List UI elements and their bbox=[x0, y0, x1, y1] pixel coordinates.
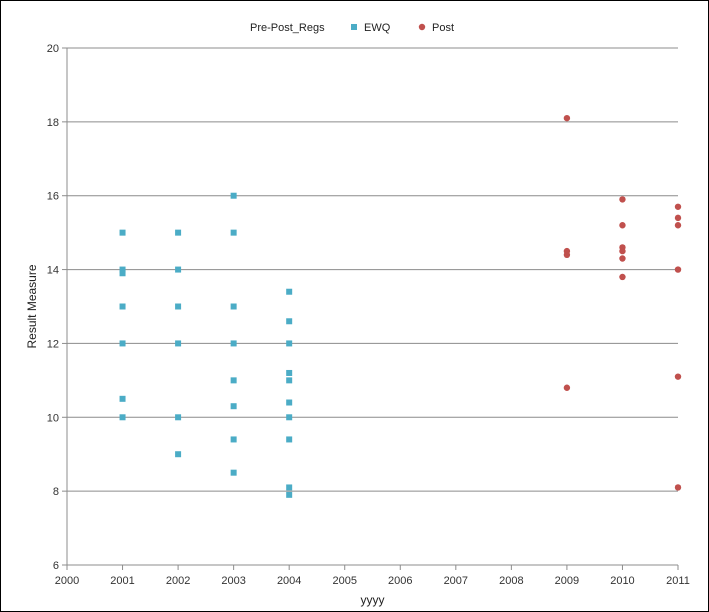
point-ewq bbox=[230, 229, 237, 236]
x-tick-label: 2001 bbox=[110, 575, 134, 587]
point-ewq bbox=[175, 303, 182, 310]
point-ewq bbox=[119, 266, 126, 273]
axes bbox=[62, 47, 679, 570]
point-post bbox=[619, 222, 626, 229]
point-ewq bbox=[230, 192, 237, 199]
point-ewq bbox=[175, 229, 182, 236]
point-post bbox=[674, 222, 682, 229]
point-ewq bbox=[286, 377, 293, 384]
point-ewq bbox=[119, 229, 126, 236]
point-ewq bbox=[286, 399, 293, 406]
x-tick-label: 2011 bbox=[666, 575, 690, 587]
point-ewq bbox=[230, 403, 237, 410]
point-post bbox=[619, 273, 626, 281]
legend-label-post: Post bbox=[432, 22, 454, 34]
point-ewq bbox=[286, 491, 293, 498]
y-axis-title: Result Measure bbox=[25, 264, 39, 348]
x-tick-labels: 2000 2001 2002 2003 2004 2005 2006 2007 2008 2009… bbox=[55, 575, 690, 587]
y-tick-label: 16 bbox=[47, 191, 59, 203]
point-ewq bbox=[119, 395, 126, 402]
point-ewq bbox=[119, 270, 126, 277]
point-post bbox=[674, 484, 682, 491]
grid-lines bbox=[67, 47, 678, 492]
x-tick-label: 2007 bbox=[444, 575, 468, 587]
point-post bbox=[619, 255, 626, 262]
point-post bbox=[674, 214, 682, 222]
legend-title: Pre-Post_Regs bbox=[250, 22, 325, 34]
legend: Pre-Post_Regs EWQ Post bbox=[250, 22, 454, 34]
x-tick-label: 2004 bbox=[277, 575, 301, 587]
x-tick-label: 2000 bbox=[55, 575, 79, 587]
point-ewq bbox=[230, 340, 237, 347]
point-ewq bbox=[175, 340, 182, 347]
point-ewq bbox=[230, 469, 237, 476]
point-ewq bbox=[286, 484, 293, 491]
point-post bbox=[619, 196, 626, 203]
point-post bbox=[563, 384, 571, 391]
x-tick-label: 2002 bbox=[166, 575, 190, 587]
point-ewq bbox=[286, 436, 293, 443]
point-ewq bbox=[286, 288, 293, 295]
point-ewq bbox=[175, 266, 182, 273]
point-ewq bbox=[286, 318, 293, 325]
y-tick-labels: 6 8 10 12 14 16 18 20 bbox=[47, 43, 59, 572]
x-tick-label: 2008 bbox=[499, 575, 523, 587]
legend-marker-ewq bbox=[351, 24, 357, 30]
point-post bbox=[674, 203, 682, 210]
point-ewq bbox=[286, 340, 293, 347]
point-post bbox=[674, 373, 682, 380]
point-post bbox=[563, 251, 571, 258]
point-ewq bbox=[230, 377, 237, 384]
point-ewq bbox=[230, 436, 237, 443]
x-tick-label: 2009 bbox=[555, 575, 579, 587]
point-ewq bbox=[119, 414, 126, 421]
y-tick-label: 14 bbox=[47, 265, 59, 277]
point-ewq bbox=[230, 303, 237, 310]
point-post bbox=[674, 266, 682, 273]
point-post bbox=[563, 114, 571, 122]
y-tick-label: 8 bbox=[53, 486, 59, 498]
point-ewq bbox=[119, 303, 126, 310]
legend-label-ewq: EWQ bbox=[364, 22, 391, 34]
x-tick-label: 2006 bbox=[388, 575, 412, 587]
y-tick-label: 18 bbox=[47, 117, 59, 129]
y-tick-label: 20 bbox=[47, 43, 59, 55]
point-ewq bbox=[119, 340, 126, 347]
y-tick-label: 6 bbox=[53, 560, 59, 572]
x-tick-label: 2003 bbox=[221, 575, 245, 587]
legend-marker-post bbox=[418, 23, 426, 31]
point-ewq bbox=[175, 414, 182, 421]
data-points bbox=[119, 114, 682, 498]
point-ewq bbox=[175, 451, 182, 458]
x-axis-title: yyyy bbox=[361, 593, 385, 607]
point-ewq bbox=[286, 414, 293, 421]
y-tick-label: 10 bbox=[47, 412, 59, 424]
point-ewq bbox=[286, 369, 293, 376]
x-tick-label: 2010 bbox=[610, 575, 634, 587]
point-post bbox=[619, 247, 626, 255]
x-tick-label: 2005 bbox=[332, 575, 356, 587]
y-tick-label: 12 bbox=[47, 338, 59, 350]
